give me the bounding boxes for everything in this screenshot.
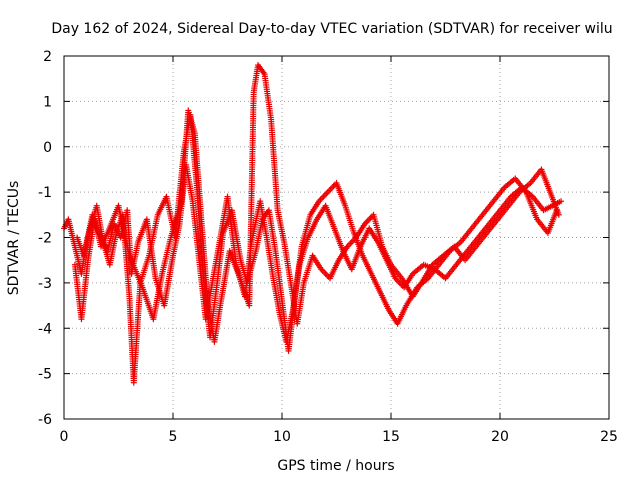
data-point bbox=[558, 198, 565, 205]
x-tick-label: 15 bbox=[382, 429, 400, 445]
y-tick-label: 0 bbox=[43, 140, 52, 156]
x-tick-labels: 0 5 10 15 20 25 bbox=[60, 429, 618, 445]
y-tick-labels: -6 -5 -4 -3 -2 -1 0 1 2 bbox=[38, 49, 52, 428]
y-axis-label: SDTVAR / TECUs bbox=[6, 181, 22, 296]
y-tick-label: -6 bbox=[38, 412, 52, 428]
y-tick-label: -3 bbox=[38, 276, 52, 292]
y-tick-label: 2 bbox=[43, 49, 52, 65]
x-tick-label: 10 bbox=[273, 429, 291, 445]
x-axis-label: GPS time / hours bbox=[277, 458, 394, 474]
x-tick-label: 20 bbox=[491, 429, 509, 445]
x-tick-label: 0 bbox=[60, 429, 69, 445]
y-tick-label: -4 bbox=[38, 321, 52, 337]
y-tick-label: 1 bbox=[43, 94, 52, 110]
chart-title: Day 162 of 2024, Sidereal Day-to-day VTE… bbox=[51, 21, 612, 37]
y-tick-label: -5 bbox=[38, 367, 52, 383]
data-points bbox=[61, 62, 565, 386]
y-tick-label: -2 bbox=[38, 231, 52, 247]
x-tick-label: 5 bbox=[169, 429, 178, 445]
y-tick-label: -1 bbox=[38, 185, 52, 201]
x-tick-label: 25 bbox=[600, 429, 618, 445]
